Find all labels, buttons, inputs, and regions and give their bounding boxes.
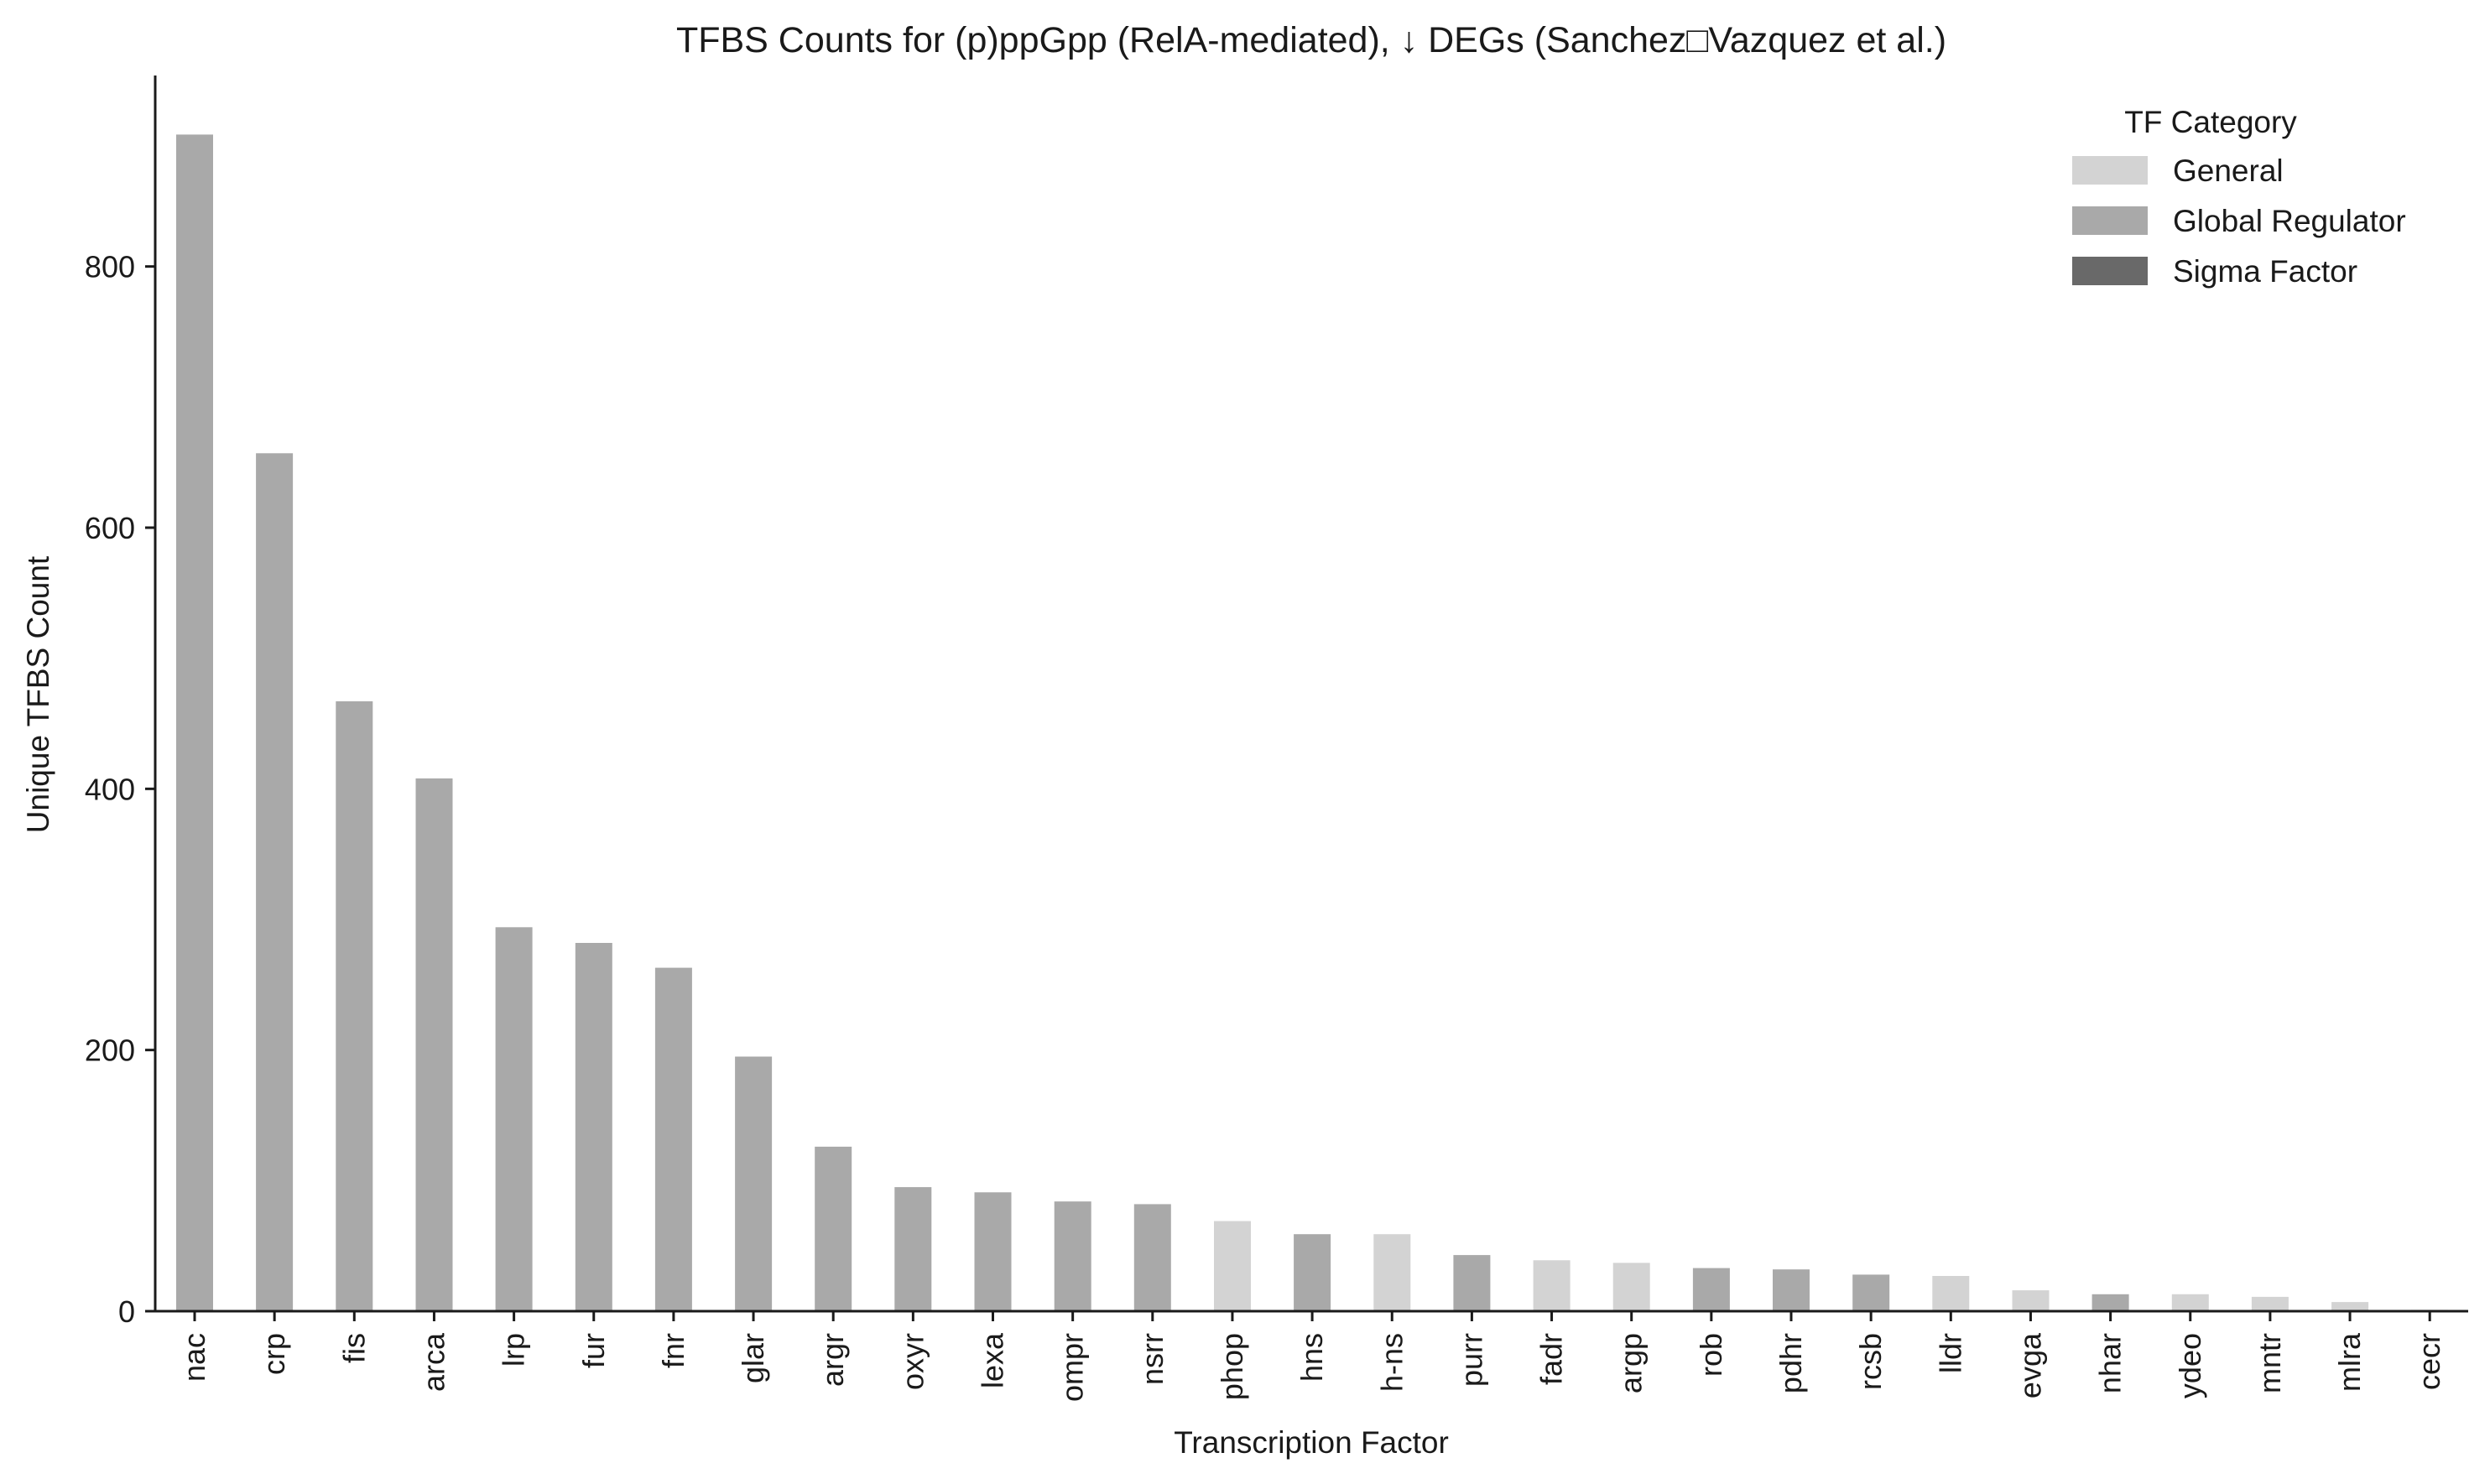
bar-arca bbox=[415, 778, 453, 1311]
x-tick-label-pdhr: pdhr bbox=[1774, 1333, 1808, 1393]
x-tick-label-lldr: lldr bbox=[1933, 1333, 1967, 1373]
x-tick-label-mntr: mntr bbox=[2253, 1333, 2287, 1393]
legend-label-sigma-factor: Sigma Factor bbox=[2173, 254, 2357, 289]
bar-evga bbox=[2012, 1290, 2050, 1311]
bar-hns bbox=[1294, 1234, 1331, 1311]
x-tick-label-argp: argp bbox=[1614, 1333, 1649, 1393]
bar-oxyr bbox=[894, 1187, 932, 1311]
x-tick-label-ompr: ompr bbox=[1055, 1333, 1090, 1402]
bar-fur bbox=[575, 943, 612, 1311]
x-tick-label-fadr: fadr bbox=[1534, 1333, 1569, 1385]
x-tick-label-arca: arca bbox=[416, 1332, 451, 1392]
bar-phop bbox=[1214, 1221, 1251, 1311]
x-tick-label-purr: purr bbox=[1454, 1333, 1488, 1387]
bar-crp bbox=[256, 453, 294, 1311]
bar-lexa bbox=[974, 1192, 1012, 1311]
bar-h-ns bbox=[1373, 1234, 1411, 1311]
x-axis-label: Transcription Factor bbox=[1174, 1425, 1449, 1460]
x-tick-label-evga: evga bbox=[2013, 1332, 2047, 1398]
y-tick-label-200: 200 bbox=[85, 1034, 135, 1068]
x-tick-label-cecr: cecr bbox=[2412, 1333, 2446, 1390]
legend-label-global-regulator: Global Regulator bbox=[2173, 204, 2406, 238]
bar-rcsb bbox=[1852, 1274, 1890, 1311]
bar-mntr bbox=[2251, 1296, 2289, 1311]
x-tick-label-rob: rob bbox=[1694, 1333, 1728, 1377]
bar-purr bbox=[1453, 1255, 1491, 1311]
bar-argr bbox=[815, 1146, 852, 1311]
legend-swatch-general bbox=[2072, 156, 2148, 185]
x-tick-label-argr: argr bbox=[815, 1333, 850, 1387]
bar-nhar bbox=[2091, 1294, 2129, 1311]
y-tick-label-800: 800 bbox=[85, 250, 135, 284]
x-tick-label-mlra: mlra bbox=[2332, 1332, 2367, 1392]
legend-label-general: General bbox=[2173, 154, 2284, 188]
x-tick-label-rcsb: rcsb bbox=[1853, 1333, 1888, 1390]
bar-nsrr bbox=[1133, 1204, 1171, 1311]
bar-ydeo bbox=[2171, 1294, 2209, 1311]
bar-lrp bbox=[495, 927, 533, 1311]
chart-title: TFBS Counts for (p)ppGpp (RelA-mediated)… bbox=[676, 20, 1946, 60]
bar-mlra bbox=[2331, 1302, 2369, 1311]
y-tick-label-0: 0 bbox=[118, 1294, 135, 1329]
bar-fnr bbox=[654, 967, 692, 1311]
legend-title: TF Category bbox=[2124, 105, 2297, 139]
bar-argp bbox=[1612, 1263, 1650, 1311]
x-tick-label-fnr: fnr bbox=[656, 1333, 690, 1368]
bars-group bbox=[176, 134, 2449, 1312]
x-tick-label-crp: crp bbox=[257, 1333, 291, 1375]
x-tick-label-hns: hns bbox=[1294, 1333, 1329, 1382]
bar-ompr bbox=[1054, 1201, 1091, 1311]
x-tick-label-fis: fis bbox=[336, 1333, 371, 1363]
x-tick-label-fur: fur bbox=[576, 1333, 611, 1368]
bar-rob bbox=[1692, 1268, 1730, 1311]
bar-lldr bbox=[1932, 1276, 1970, 1311]
y-tick-label-400: 400 bbox=[85, 772, 135, 806]
y-axis-ticks: 0 200 400 600 800 bbox=[85, 250, 155, 1329]
bar-fadr bbox=[1533, 1260, 1571, 1311]
x-tick-label-lrp: lrp bbox=[497, 1333, 531, 1367]
x-tick-label-oxyr: oxyr bbox=[895, 1333, 930, 1390]
y-axis-label: Unique TFBS Count bbox=[21, 555, 55, 833]
x-tick-label-nac: nac bbox=[177, 1333, 211, 1382]
y-tick-label-600: 600 bbox=[85, 511, 135, 545]
legend-swatch-global-regulator bbox=[2072, 206, 2148, 235]
x-tick-label-glar: glar bbox=[736, 1333, 770, 1383]
x-tick-label-nhar: nhar bbox=[2093, 1333, 2128, 1393]
x-tick-label-h-ns: h-ns bbox=[1374, 1333, 1409, 1392]
bar-fis bbox=[336, 701, 373, 1311]
x-tick-label-lexa: lexa bbox=[976, 1332, 1010, 1388]
bar-nac bbox=[176, 134, 213, 1311]
x-tick-label-phop: phop bbox=[1215, 1333, 1249, 1400]
bar-glar bbox=[735, 1056, 773, 1312]
bar-pdhr bbox=[1773, 1269, 1810, 1311]
x-tick-label-ydeo: ydeo bbox=[2173, 1333, 2207, 1398]
x-tick-label-nsrr: nsrr bbox=[1135, 1333, 1169, 1385]
legend-swatch-sigma-factor bbox=[2072, 257, 2148, 285]
legend: TF Category General Global Regulator Sig… bbox=[2072, 105, 2406, 289]
x-axis-ticks: nac crp fis arca lrp fur fnr glar argr oxyr lexa om… bbox=[177, 1311, 2446, 1402]
